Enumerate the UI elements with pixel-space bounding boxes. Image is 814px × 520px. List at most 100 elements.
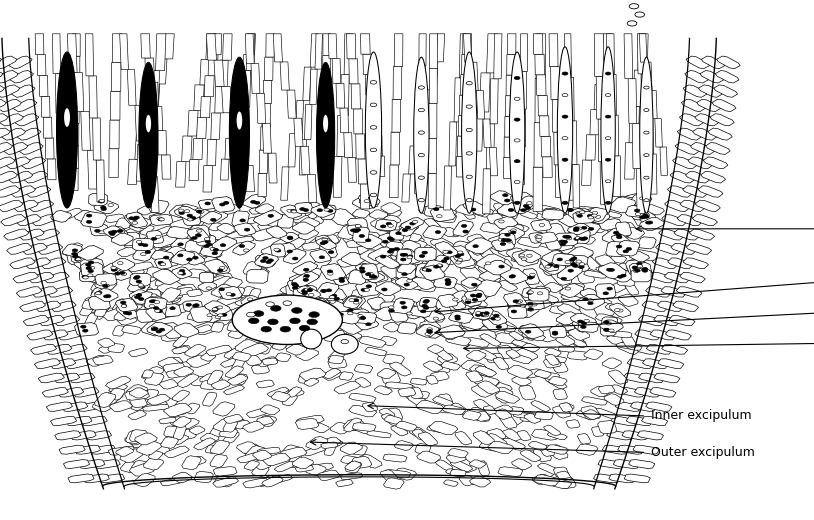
Polygon shape xyxy=(160,380,178,389)
Ellipse shape xyxy=(81,325,86,328)
Polygon shape xyxy=(89,76,97,118)
Polygon shape xyxy=(61,209,84,219)
Polygon shape xyxy=(323,56,330,77)
Polygon shape xyxy=(204,249,222,258)
Ellipse shape xyxy=(112,230,117,233)
Polygon shape xyxy=(117,315,138,325)
Ellipse shape xyxy=(445,281,451,283)
Ellipse shape xyxy=(505,199,510,202)
Polygon shape xyxy=(279,338,299,344)
Polygon shape xyxy=(352,445,367,455)
Polygon shape xyxy=(0,142,12,154)
Polygon shape xyxy=(13,272,38,283)
Polygon shape xyxy=(337,257,359,267)
Polygon shape xyxy=(596,265,612,275)
Polygon shape xyxy=(120,449,143,463)
Polygon shape xyxy=(292,326,319,340)
Polygon shape xyxy=(284,301,299,309)
Polygon shape xyxy=(471,298,488,308)
Ellipse shape xyxy=(329,306,335,309)
Ellipse shape xyxy=(606,115,610,118)
Polygon shape xyxy=(63,460,90,469)
Ellipse shape xyxy=(455,317,461,320)
Polygon shape xyxy=(90,445,116,454)
Ellipse shape xyxy=(609,329,614,332)
Polygon shape xyxy=(221,416,244,430)
Polygon shape xyxy=(198,309,221,322)
Polygon shape xyxy=(324,439,343,449)
Polygon shape xyxy=(577,206,600,213)
Polygon shape xyxy=(243,71,251,107)
Polygon shape xyxy=(412,276,435,290)
Polygon shape xyxy=(355,312,377,324)
Ellipse shape xyxy=(64,108,70,127)
Polygon shape xyxy=(286,340,304,352)
Polygon shape xyxy=(475,309,493,320)
Polygon shape xyxy=(217,204,240,215)
Polygon shape xyxy=(227,322,241,331)
Polygon shape xyxy=(470,62,478,90)
Polygon shape xyxy=(50,417,77,426)
Polygon shape xyxy=(300,218,320,228)
Polygon shape xyxy=(224,346,249,360)
Polygon shape xyxy=(357,245,369,255)
Polygon shape xyxy=(394,34,403,67)
Polygon shape xyxy=(348,218,369,234)
Ellipse shape xyxy=(640,197,646,200)
Polygon shape xyxy=(624,373,650,383)
Ellipse shape xyxy=(583,297,589,301)
Ellipse shape xyxy=(383,240,388,243)
Polygon shape xyxy=(216,406,231,414)
Polygon shape xyxy=(348,406,377,417)
Ellipse shape xyxy=(292,257,298,260)
Polygon shape xyxy=(141,321,168,336)
Polygon shape xyxy=(324,329,345,343)
Polygon shape xyxy=(492,210,519,219)
Polygon shape xyxy=(505,96,514,116)
Polygon shape xyxy=(439,325,465,339)
Polygon shape xyxy=(225,366,243,378)
Polygon shape xyxy=(400,276,427,290)
Polygon shape xyxy=(131,401,147,411)
Polygon shape xyxy=(233,420,252,429)
Polygon shape xyxy=(295,202,313,214)
Ellipse shape xyxy=(204,238,210,240)
Ellipse shape xyxy=(380,225,386,228)
Ellipse shape xyxy=(525,330,531,333)
Ellipse shape xyxy=(303,209,309,212)
Ellipse shape xyxy=(523,204,529,207)
Polygon shape xyxy=(287,344,306,355)
Ellipse shape xyxy=(191,237,197,240)
Polygon shape xyxy=(187,228,209,242)
Polygon shape xyxy=(237,318,260,331)
Polygon shape xyxy=(42,96,50,117)
Polygon shape xyxy=(77,402,103,411)
Polygon shape xyxy=(271,313,294,329)
Polygon shape xyxy=(592,426,604,436)
Ellipse shape xyxy=(433,207,439,211)
Ellipse shape xyxy=(110,232,115,236)
Polygon shape xyxy=(274,294,296,307)
Polygon shape xyxy=(553,389,567,400)
Polygon shape xyxy=(303,67,311,100)
Polygon shape xyxy=(0,157,15,168)
Ellipse shape xyxy=(514,139,520,142)
Ellipse shape xyxy=(212,252,217,255)
Ellipse shape xyxy=(283,301,291,305)
Polygon shape xyxy=(487,257,501,268)
Polygon shape xyxy=(39,75,48,96)
Ellipse shape xyxy=(155,309,160,313)
Polygon shape xyxy=(257,221,281,231)
Polygon shape xyxy=(256,476,277,487)
Polygon shape xyxy=(362,402,378,412)
Polygon shape xyxy=(531,400,550,411)
Ellipse shape xyxy=(566,236,571,239)
Polygon shape xyxy=(420,320,440,332)
Polygon shape xyxy=(689,229,715,240)
Polygon shape xyxy=(624,34,632,79)
Polygon shape xyxy=(558,403,574,412)
Ellipse shape xyxy=(95,292,101,295)
Ellipse shape xyxy=(528,303,533,306)
Polygon shape xyxy=(680,200,705,212)
Polygon shape xyxy=(499,226,524,240)
